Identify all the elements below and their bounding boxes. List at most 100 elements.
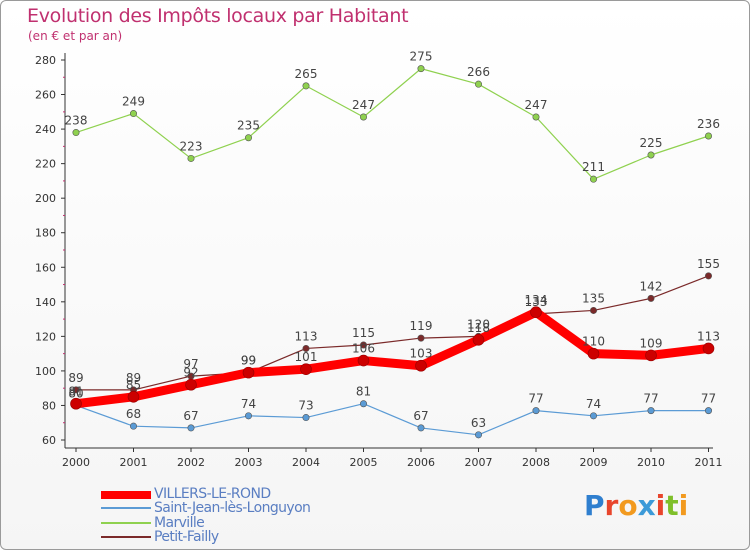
series-1-point-2007 bbox=[474, 431, 482, 439]
series-0-point-2006 bbox=[415, 359, 427, 372]
series-1-point-2008 bbox=[532, 407, 540, 415]
series-1-label-2000: 80 bbox=[68, 386, 83, 400]
series-2-point-2000 bbox=[72, 129, 80, 137]
series-2-point-2005 bbox=[359, 113, 367, 121]
series-line-0 bbox=[71, 307, 713, 409]
series-3-label-2008: 133 bbox=[525, 295, 548, 309]
series-0-label-2009: 110 bbox=[582, 335, 605, 349]
series-1-point-2006 bbox=[417, 424, 425, 432]
y-tick-label-100: 100 bbox=[35, 365, 56, 378]
series-0-label-2005: 106 bbox=[352, 342, 375, 356]
series-0-label-2007: 118 bbox=[467, 321, 490, 335]
series-2-label-2002: 223 bbox=[180, 139, 203, 153]
legend-item-petit-failly: Petit-Failly bbox=[101, 529, 401, 545]
legend-item-villers: VILLERS-LE-ROND bbox=[101, 486, 401, 502]
x-tick-label-2005: 2005 bbox=[350, 456, 378, 469]
legend-item-saint-jean: Saint-Jean-lès-Longuyon bbox=[101, 500, 401, 516]
series-3-point-2010 bbox=[647, 294, 655, 302]
series-3-label-2007: 120 bbox=[467, 317, 490, 331]
series-0-point-2009 bbox=[587, 347, 600, 360]
series-0-point-2005 bbox=[357, 354, 370, 367]
series-2-label-2005: 247 bbox=[352, 98, 375, 112]
series-0-point-2002 bbox=[185, 378, 197, 391]
series-2-point-2010 bbox=[647, 151, 655, 159]
series-1-label-2005: 81 bbox=[356, 385, 371, 399]
series-1-label-2008: 77 bbox=[528, 392, 543, 406]
series-3-point-2000 bbox=[72, 386, 80, 394]
series-3-point-2009 bbox=[589, 306, 597, 314]
y-tick-label-260: 260 bbox=[35, 89, 56, 102]
series-3-point-2005 bbox=[359, 341, 367, 349]
series-1-label-2006: 67 bbox=[413, 409, 428, 423]
logo-letter: P bbox=[584, 489, 605, 522]
series-3-label-2000: 89 bbox=[68, 371, 83, 385]
series-0-point-2008 bbox=[530, 306, 542, 318]
series-2-label-2009: 211 bbox=[582, 160, 605, 174]
y-tick-label-160: 160 bbox=[35, 261, 56, 274]
series-3-label-2005: 115 bbox=[352, 326, 375, 340]
x-tick-label-2007: 2007 bbox=[465, 456, 493, 469]
series-2-point-2007 bbox=[474, 80, 482, 88]
series-1-label-2007: 63 bbox=[471, 416, 486, 430]
legend-label-saint-jean: Saint-Jean-lès-Longuyon bbox=[154, 500, 311, 516]
x-tick-label-2004: 2004 bbox=[292, 456, 320, 469]
series-0-label-2003: 99 bbox=[241, 354, 256, 368]
legend-swatch-petit-failly bbox=[101, 536, 151, 538]
series-2-point-2011 bbox=[704, 132, 712, 140]
series-1-label-2001: 68 bbox=[126, 407, 141, 421]
legend-label-villers: VILLERS-LE-ROND bbox=[154, 486, 271, 502]
series-2-point-2002 bbox=[187, 154, 195, 162]
series-0-point-2011 bbox=[702, 342, 715, 355]
y-tick-label-180: 180 bbox=[35, 227, 56, 240]
series-1-point-2003 bbox=[245, 412, 253, 420]
series-2-point-2001 bbox=[130, 110, 138, 118]
chart-title: Evolution des Impôts locaux par Habitant bbox=[27, 5, 409, 27]
series-2-point-2009 bbox=[589, 175, 597, 183]
series-0-label-2008: 134 bbox=[525, 293, 548, 307]
series-2-label-2011: 236 bbox=[697, 117, 720, 131]
series-0-point-2007 bbox=[472, 334, 485, 346]
y-tick-label-140: 140 bbox=[35, 296, 56, 309]
series-3-label-2006: 119 bbox=[410, 319, 433, 333]
series-2-label-2000: 238 bbox=[65, 114, 88, 128]
series-2-point-2008 bbox=[532, 113, 540, 121]
series-0-label-2006: 103 bbox=[410, 347, 433, 361]
y-tick-label-220: 220 bbox=[35, 158, 56, 171]
logo-letter: r bbox=[604, 489, 619, 522]
series-3-label-2001: 89 bbox=[126, 371, 141, 385]
x-tick-label-2003: 2003 bbox=[235, 456, 263, 469]
series-2-label-2003: 235 bbox=[237, 119, 260, 133]
y-tick-label-200: 200 bbox=[35, 192, 56, 205]
series-line-3 bbox=[75, 275, 710, 391]
logo-letter: t bbox=[665, 489, 679, 522]
series-3-label-2010: 142 bbox=[640, 279, 663, 293]
logo-letter: x bbox=[637, 489, 656, 522]
series-line-1 bbox=[75, 403, 710, 436]
series-2-label-2004: 265 bbox=[295, 67, 318, 81]
series-1-point-2005 bbox=[359, 400, 367, 408]
series-1-point-2002 bbox=[187, 424, 195, 432]
series-2-label-2006: 275 bbox=[410, 50, 433, 64]
series-1-label-2011: 77 bbox=[701, 392, 716, 406]
series-2-point-2003 bbox=[245, 134, 253, 142]
series-0-label-2004: 101 bbox=[295, 350, 318, 364]
series-3-label-2009: 135 bbox=[582, 291, 605, 305]
series-1-point-2011 bbox=[704, 407, 712, 415]
series-1-label-2009: 74 bbox=[586, 397, 601, 411]
y-tick-label-120: 120 bbox=[35, 330, 56, 343]
x-tick-label-2009: 2009 bbox=[580, 456, 608, 469]
series-2-point-2004 bbox=[302, 82, 310, 90]
series-0-point-2004 bbox=[300, 363, 312, 375]
series-3-point-2004 bbox=[302, 344, 310, 352]
x-tick-label-2010: 2010 bbox=[637, 456, 665, 469]
series-0-point-2001 bbox=[127, 391, 140, 403]
legend-swatch-marville bbox=[101, 522, 151, 524]
legend-swatch-saint-jean bbox=[101, 507, 151, 509]
chart-subtitle: (en € et par an) bbox=[28, 29, 123, 43]
legend-label-petit-failly: Petit-Failly bbox=[154, 529, 219, 545]
series-2-point-2006 bbox=[417, 65, 425, 73]
series-1-point-2010 bbox=[647, 407, 655, 415]
y-tick-label-240: 240 bbox=[35, 123, 56, 136]
series-0-label-2000: 81 bbox=[68, 385, 83, 399]
